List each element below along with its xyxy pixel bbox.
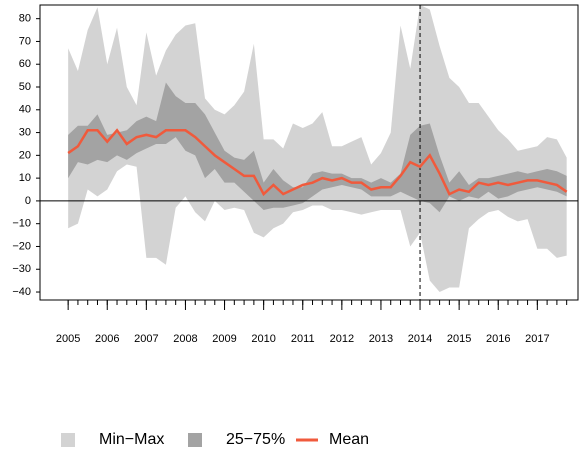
- legend-swatch: [188, 433, 202, 447]
- x-tick-label: 2006: [95, 333, 119, 345]
- x-tick-label: 2008: [173, 333, 197, 345]
- legend-swatch: [61, 433, 75, 447]
- legend-label: Min−Max: [99, 431, 164, 448]
- y-tick-label: 70: [19, 35, 31, 47]
- x-tick-label: 2010: [251, 333, 275, 345]
- y-tick-label: 50: [19, 81, 31, 93]
- plot-area: [40, 5, 578, 300]
- y-tick-label: 30: [19, 126, 31, 138]
- y-tick-label: 60: [19, 58, 31, 70]
- plot-frame: [39, 4, 579, 301]
- y-tick-label: 0: [25, 195, 31, 207]
- x-tick-label: 2005: [56, 333, 80, 345]
- x-tick-label: 2012: [330, 333, 354, 345]
- x-tick-label: 2007: [134, 333, 158, 345]
- x-tick-label: 2011: [291, 333, 315, 345]
- legend-label: 25−75%: [226, 431, 285, 448]
- x-tick-label: 2015: [447, 333, 471, 345]
- y-tick-label: 40: [19, 104, 31, 116]
- x-tick-label: 2017: [525, 333, 549, 345]
- y-tick-label: 20: [19, 149, 31, 161]
- x-tick-label: 2013: [369, 333, 393, 345]
- x-tick-label: 2016: [486, 333, 510, 345]
- mean-line: [67, 128, 568, 197]
- band-area: [68, 5, 567, 293]
- y-tick-label: −10: [12, 218, 31, 230]
- y-tick-label: 80: [19, 13, 31, 25]
- y-tick-label: −40: [12, 286, 31, 298]
- y-tick-label: −30: [12, 263, 31, 275]
- y-tick-label: 10: [19, 172, 31, 184]
- x-tick-label: 2009: [212, 333, 236, 345]
- x-tick-label: 2014: [408, 333, 432, 345]
- legend-label: Mean: [329, 431, 369, 448]
- y-tick-label: −20: [12, 240, 31, 252]
